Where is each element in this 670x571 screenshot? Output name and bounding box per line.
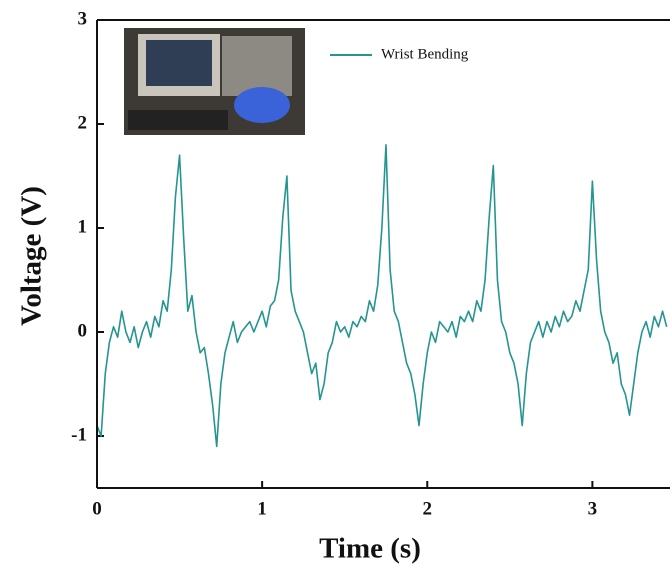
y-tick-label: 0 xyxy=(78,320,88,341)
legend-label: Wrist Bending xyxy=(381,46,469,62)
x-tick-label: 0 xyxy=(92,498,102,519)
inset-photo xyxy=(124,28,305,135)
y-tick-label: -1 xyxy=(71,424,87,445)
y-tick-label: 2 xyxy=(78,112,88,133)
y-tick-label: 3 xyxy=(78,8,88,29)
x-axis-title: Time (s) xyxy=(319,533,421,565)
x-tick-label: 1 xyxy=(257,498,267,519)
x-tick-label: 2 xyxy=(423,498,433,519)
x-tick-label: 3 xyxy=(588,498,598,519)
y-axis-title: Voltage (V) xyxy=(16,186,48,326)
data-line xyxy=(96,144,668,448)
y-tick-label: 1 xyxy=(78,216,88,237)
